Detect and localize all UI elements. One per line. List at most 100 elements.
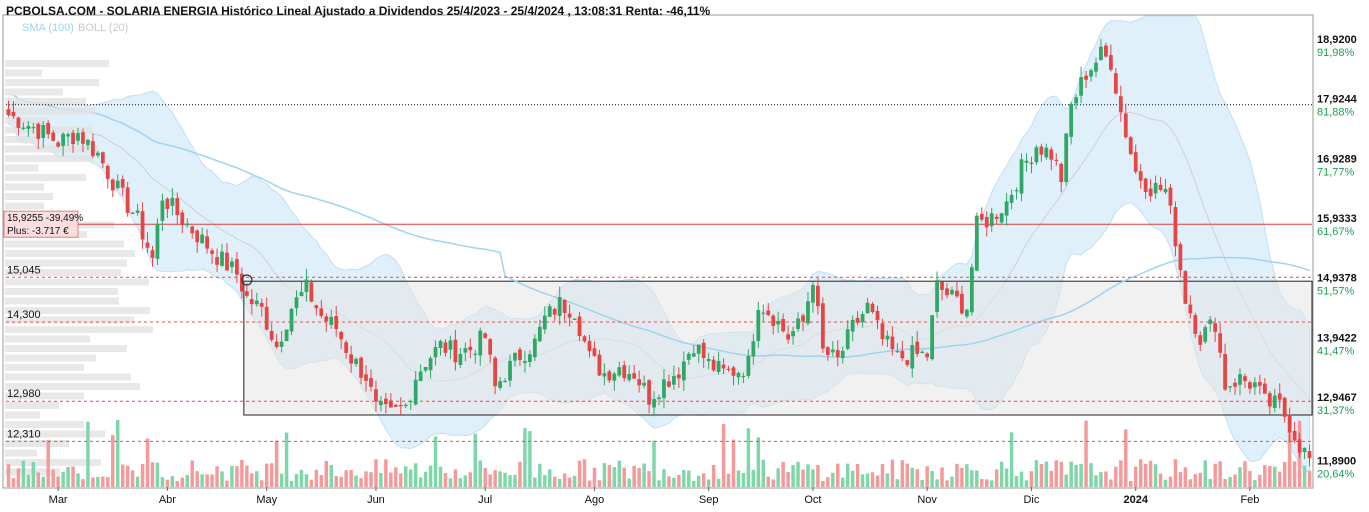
candle-body — [1158, 184, 1163, 190]
volume-bar — [582, 459, 587, 487]
plot-frame — [2, 14, 1314, 489]
candle-body — [1079, 77, 1083, 96]
volume-bar — [602, 463, 607, 487]
volume-bar — [289, 480, 294, 487]
candle-body — [100, 152, 105, 164]
volume-bar — [230, 465, 234, 487]
volume-bar — [667, 476, 671, 487]
price-tick-label: 11,8900 — [1317, 456, 1356, 468]
volume-bar — [920, 479, 924, 487]
volume-bar — [1089, 463, 1093, 487]
volume-bar — [418, 477, 423, 487]
candle-body — [736, 372, 741, 378]
volume-profile-bar — [5, 316, 134, 324]
volume-bar — [875, 475, 880, 487]
volume-profile-bar — [5, 449, 37, 457]
price-tick-label: 17,9244 — [1317, 94, 1358, 106]
candle-body — [309, 282, 314, 302]
candle-body — [592, 348, 597, 356]
volume-bar — [1173, 459, 1178, 487]
volume-bar — [498, 471, 502, 487]
candle-body — [95, 152, 100, 156]
volume-bar — [657, 480, 661, 487]
volume-bar — [1268, 465, 1272, 487]
volume-profile-bar — [5, 174, 86, 181]
candle-body — [289, 308, 294, 332]
candle-body — [11, 111, 16, 117]
volume-bar — [344, 470, 348, 487]
volume-profile-bar — [5, 155, 94, 162]
month-label: Feb — [1240, 494, 1259, 506]
candle-body — [488, 339, 493, 355]
volume-bar — [1208, 478, 1212, 487]
volume-bar — [6, 464, 11, 487]
candle-body — [696, 344, 701, 354]
volume-bar — [374, 459, 378, 487]
month-label: Abr — [159, 494, 176, 506]
candle-body — [756, 310, 761, 341]
candle-body — [860, 314, 865, 323]
candle-body — [1223, 354, 1227, 390]
candle-body — [339, 331, 344, 340]
volume-bar — [1143, 463, 1148, 487]
candle-body — [855, 317, 860, 323]
volume-bar — [413, 463, 418, 487]
candle-body — [329, 316, 334, 325]
candle-body — [1123, 113, 1128, 138]
sma-100-line — [8, 93, 1310, 358]
volume-bar — [404, 466, 408, 487]
volume-bar — [612, 467, 617, 487]
candle-body — [786, 334, 790, 340]
volume-bar — [150, 462, 155, 487]
candle-body — [672, 376, 676, 385]
candle-body — [955, 290, 959, 297]
candle-body — [885, 335, 890, 340]
volume-bar — [632, 465, 636, 487]
percent-tick-label: 31,37% — [1317, 405, 1355, 417]
volume-bar — [319, 475, 324, 487]
candle-body — [1094, 62, 1098, 72]
candle-body — [741, 375, 746, 378]
volume-bar — [433, 436, 438, 487]
candle-body — [155, 223, 160, 259]
candle-body — [1138, 171, 1143, 181]
candle-body — [508, 360, 512, 381]
candle-body — [1128, 137, 1133, 155]
candle-body — [686, 353, 691, 360]
volume-bar — [339, 476, 343, 487]
volume-bar — [1292, 461, 1297, 487]
month-label: May — [256, 494, 277, 506]
candle-body — [354, 358, 358, 365]
volume-bar — [950, 476, 954, 487]
legend-boll: BOLL (20) — [78, 22, 128, 34]
volume-bar — [1059, 461, 1063, 487]
volume-bar — [721, 423, 726, 487]
candle-body — [304, 279, 309, 292]
candle-body — [140, 211, 145, 240]
candle-body — [458, 353, 463, 365]
volume-bar — [736, 470, 741, 487]
volume-bar — [269, 463, 274, 487]
candle-body — [835, 350, 840, 358]
candle-body — [294, 297, 299, 309]
volume-bar — [1163, 479, 1168, 487]
candle-body — [1183, 271, 1188, 304]
candle-body — [791, 331, 795, 337]
volume-bar — [294, 474, 299, 487]
volume-bar — [1193, 474, 1198, 487]
volume-bar — [379, 472, 383, 487]
volume-bar — [463, 475, 468, 487]
volume-bar — [399, 473, 403, 487]
candle-body — [766, 310, 771, 316]
candle-body — [731, 367, 736, 376]
volume-profile-bar — [5, 69, 42, 77]
volume-bar — [716, 478, 721, 487]
volume-bar — [533, 477, 537, 487]
volume-bar — [304, 474, 309, 487]
candle-body — [428, 358, 433, 371]
volume-bar — [36, 472, 41, 487]
candle-body — [398, 404, 403, 407]
volume-bar — [850, 470, 855, 487]
candle-body — [607, 371, 612, 381]
candle-body — [1257, 381, 1262, 386]
